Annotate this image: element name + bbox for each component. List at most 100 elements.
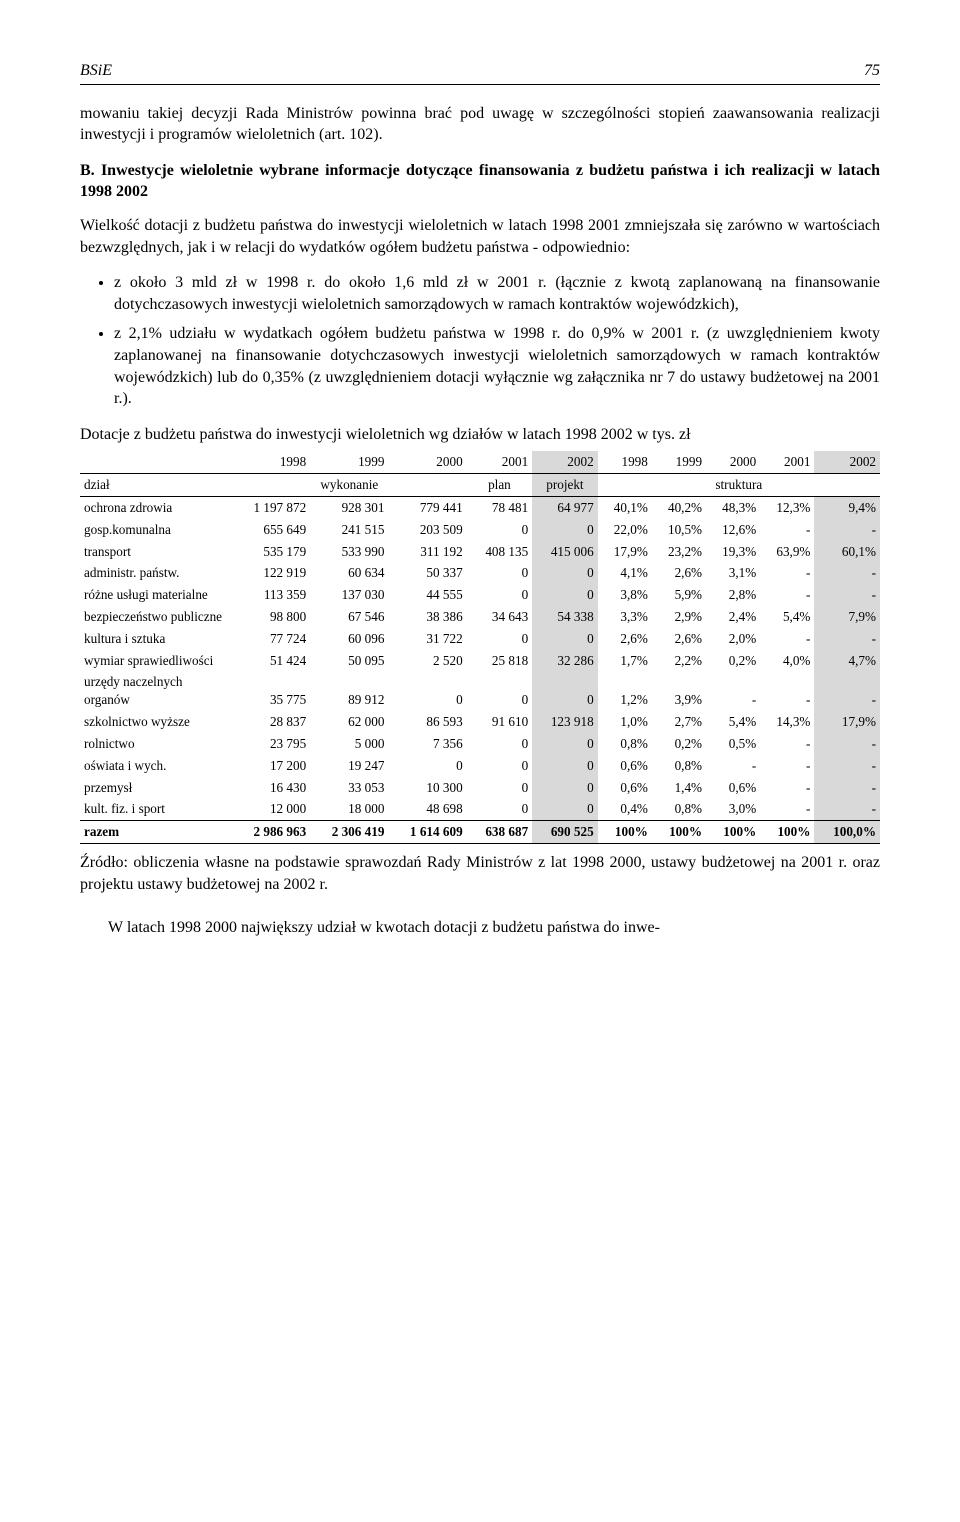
data-table: 1998199920002001200219981999200020012002… bbox=[80, 451, 880, 844]
cell: 89 912 bbox=[310, 671, 388, 711]
table-source: Źródło: obliczenia własne na podstawie s… bbox=[80, 852, 880, 895]
cell: - bbox=[760, 562, 814, 584]
cell: 0,4% bbox=[598, 798, 652, 820]
cell: - bbox=[706, 671, 760, 711]
cell: 123 918 bbox=[532, 711, 598, 733]
table-row: ochrona zdrowia1 197 872928 301779 44178… bbox=[80, 496, 880, 518]
cell: 12,3% bbox=[760, 496, 814, 518]
cell: 54 338 bbox=[532, 606, 598, 628]
total-cell: 100% bbox=[760, 821, 814, 844]
cell: 2,0% bbox=[706, 628, 760, 650]
table-row: kult. fiz. i sport12 00018 00048 698000,… bbox=[80, 798, 880, 820]
cell: - bbox=[760, 671, 814, 711]
table-row: urzędy naczelnych organów35 77589 912000… bbox=[80, 671, 880, 711]
cell: 122 919 bbox=[232, 562, 310, 584]
row-label: urzędy naczelnych organów bbox=[80, 671, 232, 711]
cell: 77 724 bbox=[232, 628, 310, 650]
cell: 1 197 872 bbox=[232, 496, 310, 518]
cell: 4,7% bbox=[814, 650, 880, 672]
cell: 1,0% bbox=[598, 711, 652, 733]
cell: 16 430 bbox=[232, 777, 310, 799]
cell: 19,3% bbox=[706, 541, 760, 563]
year-header: 2002 bbox=[814, 451, 880, 473]
cell: 2,8% bbox=[706, 584, 760, 606]
cell: 533 990 bbox=[310, 541, 388, 563]
cell: 1,7% bbox=[598, 650, 652, 672]
total-cell: 2 306 419 bbox=[310, 821, 388, 844]
table-row: administr. państw.122 91960 63450 337004… bbox=[80, 562, 880, 584]
cell: 31 722 bbox=[388, 628, 466, 650]
table-row: gosp.komunalna655 649241 515203 5090022,… bbox=[80, 519, 880, 541]
cell: 60,1% bbox=[814, 541, 880, 563]
section-label: B. bbox=[80, 162, 95, 179]
cell: 7 356 bbox=[388, 733, 466, 755]
cell: 9,4% bbox=[814, 496, 880, 518]
row-label: różne usługi materialne bbox=[80, 584, 232, 606]
row-label: szkolnictwo wyższe bbox=[80, 711, 232, 733]
row-label: wymiar sprawiedliwości bbox=[80, 650, 232, 672]
cell: 0 bbox=[467, 798, 533, 820]
cell: 19 247 bbox=[310, 755, 388, 777]
table-row: transport535 179533 990311 192408 135415… bbox=[80, 541, 880, 563]
cell: 1,4% bbox=[652, 777, 706, 799]
cell: - bbox=[706, 755, 760, 777]
year-header: 2000 bbox=[388, 451, 466, 473]
cell: 2 520 bbox=[388, 650, 466, 672]
cell: 40,2% bbox=[652, 496, 706, 518]
table-header-groups: działwykonanieplanprojektstruktura bbox=[80, 474, 880, 497]
cell: - bbox=[760, 777, 814, 799]
cell: 62 000 bbox=[310, 711, 388, 733]
row-label: bezpieczeństwo publiczne bbox=[80, 606, 232, 628]
table-row: przemysł16 43033 05310 300000,6%1,4%0,6%… bbox=[80, 777, 880, 799]
row-label: administr. państw. bbox=[80, 562, 232, 584]
cell: 63,9% bbox=[760, 541, 814, 563]
cell: 5,9% bbox=[652, 584, 706, 606]
cell: 0 bbox=[532, 628, 598, 650]
cell: 10,5% bbox=[652, 519, 706, 541]
row-label: ochrona zdrowia bbox=[80, 496, 232, 518]
cell: 0 bbox=[532, 777, 598, 799]
total-cell: 1 614 609 bbox=[388, 821, 466, 844]
table-row: wymiar sprawiedliwości51 42450 0952 5202… bbox=[80, 650, 880, 672]
cell: 241 515 bbox=[310, 519, 388, 541]
cell: 12 000 bbox=[232, 798, 310, 820]
cell: 98 800 bbox=[232, 606, 310, 628]
total-cell: 100% bbox=[706, 821, 760, 844]
cell: 0 bbox=[532, 671, 598, 711]
cell: 23 795 bbox=[232, 733, 310, 755]
total-cell: 100% bbox=[652, 821, 706, 844]
cell: 2,6% bbox=[598, 628, 652, 650]
row-label: kultura i sztuka bbox=[80, 628, 232, 650]
cell: 928 301 bbox=[310, 496, 388, 518]
cell: 64 977 bbox=[532, 496, 598, 518]
cell: - bbox=[814, 755, 880, 777]
cell: 0,8% bbox=[652, 798, 706, 820]
cell: - bbox=[814, 562, 880, 584]
table-row: różne usługi materialne113 359137 03044 … bbox=[80, 584, 880, 606]
cell: 0,5% bbox=[706, 733, 760, 755]
cell: 0,6% bbox=[598, 755, 652, 777]
cell: 0,2% bbox=[706, 650, 760, 672]
cell: 4,0% bbox=[760, 650, 814, 672]
cell: 415 006 bbox=[532, 541, 598, 563]
section-heading: B. Inwestycje wieloletnie wybrane inform… bbox=[80, 160, 880, 203]
footer-paragraph: W latach 1998 2000 największy udział w k… bbox=[80, 917, 880, 939]
cell: 50 337 bbox=[388, 562, 466, 584]
row-label: przemysł bbox=[80, 777, 232, 799]
year-header: 2001 bbox=[760, 451, 814, 473]
table-row: szkolnictwo wyższe28 83762 00086 59391 6… bbox=[80, 711, 880, 733]
cell: 12,6% bbox=[706, 519, 760, 541]
cell: 0 bbox=[532, 798, 598, 820]
table-row: rolnictwo23 7955 0007 356000,8%0,2%0,5%-… bbox=[80, 733, 880, 755]
cell: 7,9% bbox=[814, 606, 880, 628]
cell: 17,9% bbox=[814, 711, 880, 733]
cell: 0 bbox=[467, 562, 533, 584]
cell: 0 bbox=[532, 584, 598, 606]
cell: 17 200 bbox=[232, 755, 310, 777]
cell: 0,8% bbox=[652, 755, 706, 777]
total-cell: 690 525 bbox=[532, 821, 598, 844]
cell: - bbox=[814, 584, 880, 606]
cell: 10 300 bbox=[388, 777, 466, 799]
cell: 2,6% bbox=[652, 628, 706, 650]
cell: 408 135 bbox=[467, 541, 533, 563]
